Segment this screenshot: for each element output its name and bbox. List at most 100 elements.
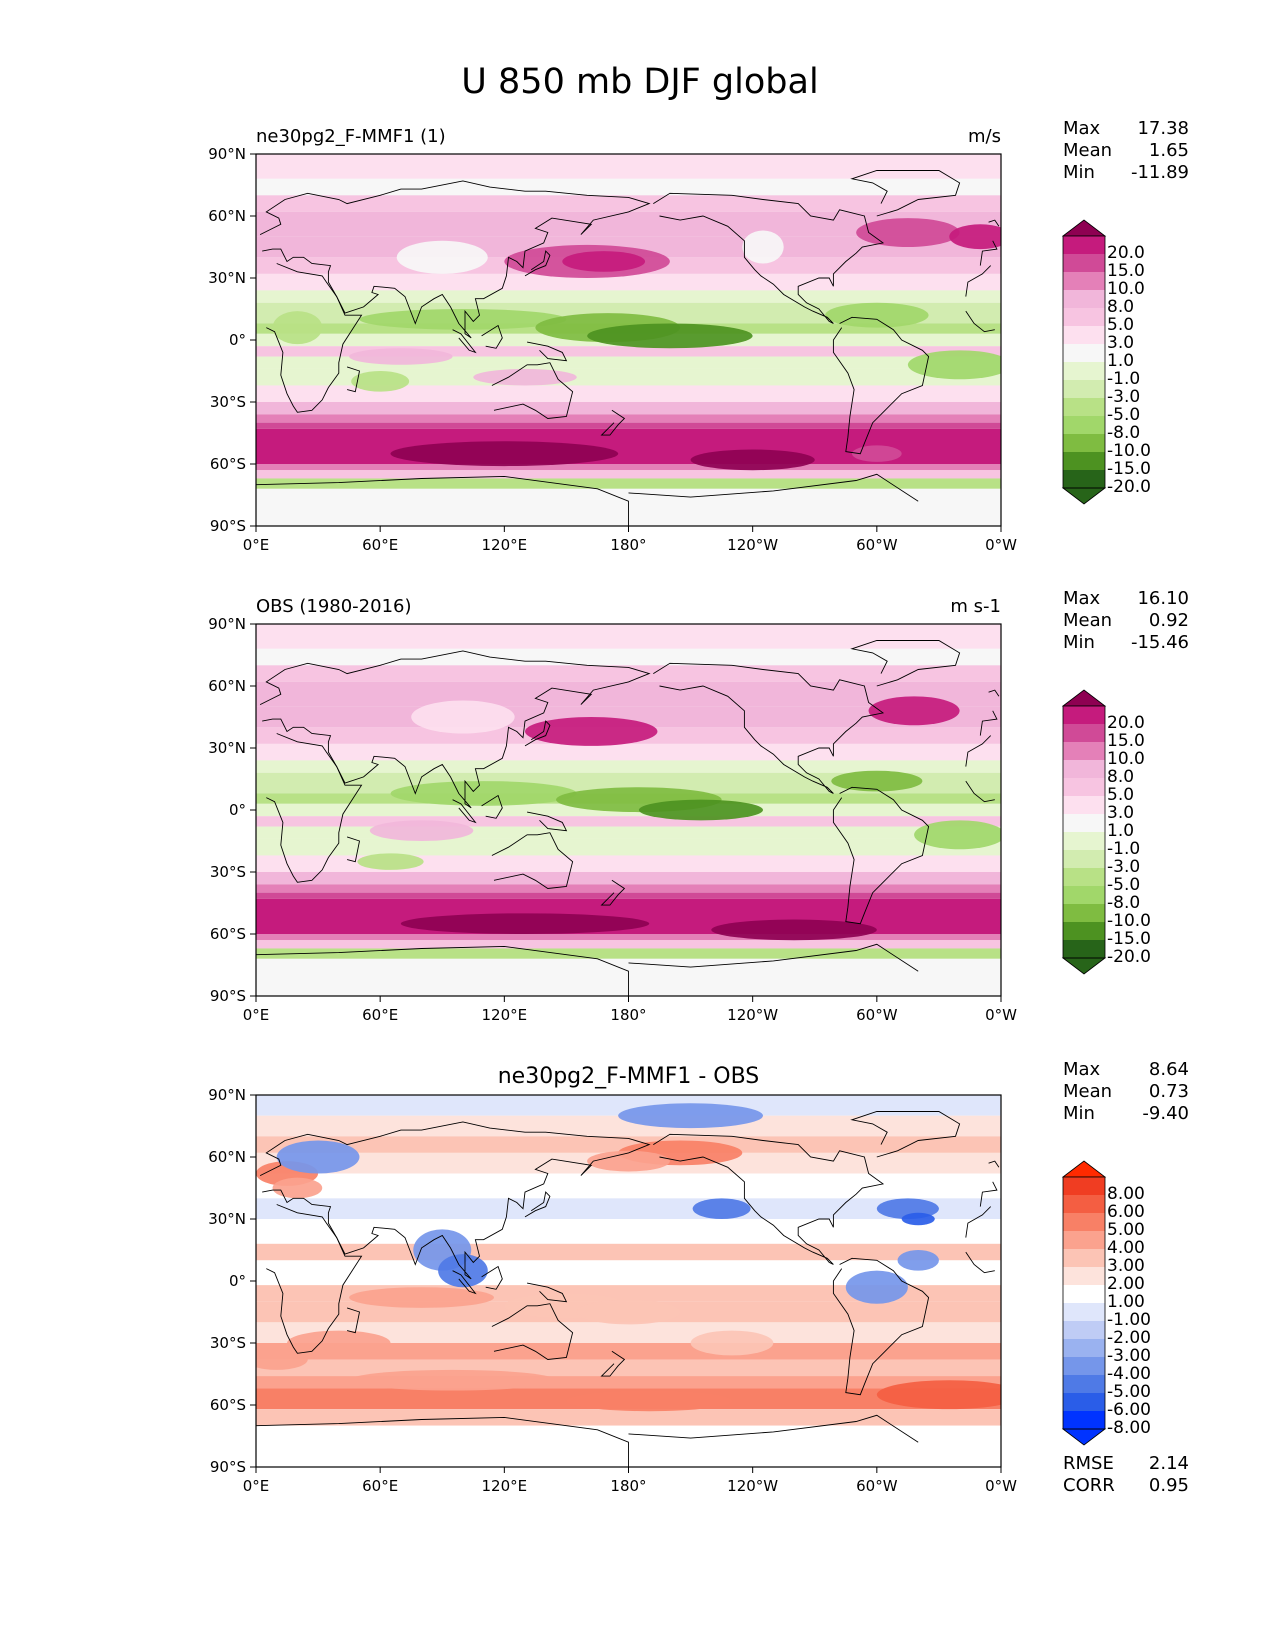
anomaly-patch <box>876 1380 1001 1410</box>
zonal-band <box>256 402 1001 415</box>
lat-tick-label: 0° <box>229 1272 246 1290</box>
coastline-path <box>481 794 503 819</box>
colorbar-segment <box>1063 922 1105 940</box>
zonal-band <box>256 368 1001 386</box>
colorbar-segment <box>1063 886 1105 904</box>
coastline-path <box>481 324 503 349</box>
colorbar-label: 5.00 <box>1107 1220 1145 1240</box>
colorbar-segment <box>1063 1357 1105 1375</box>
anomaly-patch <box>825 302 929 328</box>
coastline-path <box>653 192 885 324</box>
panel-title: OBS (1980-2016) <box>256 596 412 617</box>
coastline-path <box>832 786 930 925</box>
coastline-path <box>527 811 568 832</box>
anomaly-patch <box>711 919 877 941</box>
lat-tick-label: 30°S <box>210 1334 246 1352</box>
anomaly-patch <box>742 230 784 264</box>
zonal-band <box>256 665 1001 682</box>
anomaly-patch <box>351 371 410 392</box>
stat-value: 1.65 <box>1149 140 1189 161</box>
stat-label: Min <box>1063 162 1095 183</box>
zonal-band <box>256 1359 1001 1377</box>
stat-value: -11.89 <box>1131 162 1189 183</box>
panel-title: ne30pg2_F-MMF1 (1) <box>256 126 446 147</box>
colorbar-label: 15.0 <box>1107 731 1145 751</box>
zonal-band <box>256 1219 1001 1244</box>
lon-tick-label: 120°E <box>482 536 528 554</box>
units-label: m s-1 <box>950 596 1001 617</box>
lon-tick-label: 120°E <box>482 1477 528 1495</box>
colorbar-diff: 8.006.005.004.003.002.001.00-1.00-2.00-3… <box>1061 1160 1151 1446</box>
colorbar-segment <box>1063 1285 1105 1303</box>
lon-tick-label: 60°W <box>856 536 898 554</box>
zonal-band <box>256 1115 1001 1137</box>
coastline-path <box>256 475 629 526</box>
lon-tick-label: 120°W <box>727 536 778 554</box>
coastline-path <box>965 310 995 333</box>
colorbar-segment <box>1063 344 1105 362</box>
colorbar-segment <box>1063 470 1105 488</box>
stat-label: Mean <box>1063 610 1112 631</box>
lat-tick-label: 60°S <box>210 925 246 943</box>
anomaly-patch <box>856 218 960 248</box>
anomaly-patch <box>390 441 619 467</box>
stat-value: 16.10 <box>1137 588 1189 609</box>
coastline-path <box>965 1251 995 1274</box>
stat-label: Mean <box>1063 140 1112 161</box>
anomaly-patch <box>359 309 567 330</box>
colorbar-label: 10.0 <box>1107 279 1145 299</box>
stat-value: 0.92 <box>1149 610 1189 631</box>
colorbar-segment <box>1063 724 1105 742</box>
coastline-path <box>491 1303 574 1360</box>
anomaly-patch <box>562 251 646 272</box>
colorbar-label: -10.0 <box>1107 911 1151 931</box>
colorbar-label: 3.0 <box>1107 803 1134 823</box>
field-model <box>256 154 1001 526</box>
colorbar-label: 5.0 <box>1107 315 1134 335</box>
stat-label: CORR <box>1063 1475 1115 1496</box>
anomaly-patch <box>831 770 923 792</box>
colorbar-segment <box>1063 1267 1105 1285</box>
lat-tick-label: 0° <box>229 801 246 819</box>
zonal-band <box>256 1095 1001 1116</box>
coastline-path <box>832 1257 930 1396</box>
stat-label: Mean <box>1063 1081 1112 1102</box>
lon-tick-label: 60°W <box>856 1477 898 1495</box>
lon-tick-label: 0°W <box>985 1477 1017 1495</box>
colorbar-label: 1.00 <box>1107 1292 1145 1312</box>
coastline-path <box>965 735 992 767</box>
zonal-band <box>256 290 1001 303</box>
colorbar-label: -1.0 <box>1107 369 1140 389</box>
anomaly-patch <box>690 449 815 471</box>
coastline-path <box>491 832 574 889</box>
colorbar-obs: 20.015.010.08.05.03.01.0-1.0-3.0-5.0-8.0… <box>1061 689 1151 975</box>
colorbar-label: 8.00 <box>1107 1184 1145 1204</box>
stat-value: 2.14 <box>1149 1453 1189 1474</box>
anomaly-patch <box>287 1330 391 1356</box>
colorbar-segment <box>1063 940 1105 958</box>
zonal-band <box>256 346 1001 357</box>
anomaly-patch <box>272 1177 323 1199</box>
field-obs <box>256 624 1001 996</box>
coastline-path <box>979 240 998 266</box>
coastline-path <box>452 1270 477 1295</box>
lon-tick-label: 180° <box>610 1477 646 1495</box>
colorbar-segment <box>1063 380 1105 398</box>
lat-tick-label: 90°S <box>210 987 246 1005</box>
map-panel-obs: 0°E 60°E 120°E 180° 120°W 60°W 0°W 90°N 60°N 30°N… <box>208 588 1189 1024</box>
coastline-path <box>266 263 363 413</box>
zonal-band <box>256 892 1001 899</box>
anomaly-patch <box>349 1369 557 1391</box>
colorbar-extend-bottom <box>1061 1428 1107 1446</box>
colorbar-label: -3.0 <box>1107 387 1140 407</box>
coastline-path <box>259 180 651 339</box>
colorbar-extend-bottom <box>1061 487 1107 505</box>
colorbar-segment <box>1063 1411 1105 1429</box>
lat-tick-label: 30°S <box>210 393 246 411</box>
stat-value: 0.95 <box>1149 1475 1189 1496</box>
colorbar-label: -15.0 <box>1107 459 1151 479</box>
lat-tick-label: 90°S <box>210 1458 246 1476</box>
zonal-band <box>256 948 1001 959</box>
coastline-path <box>979 1181 998 1207</box>
